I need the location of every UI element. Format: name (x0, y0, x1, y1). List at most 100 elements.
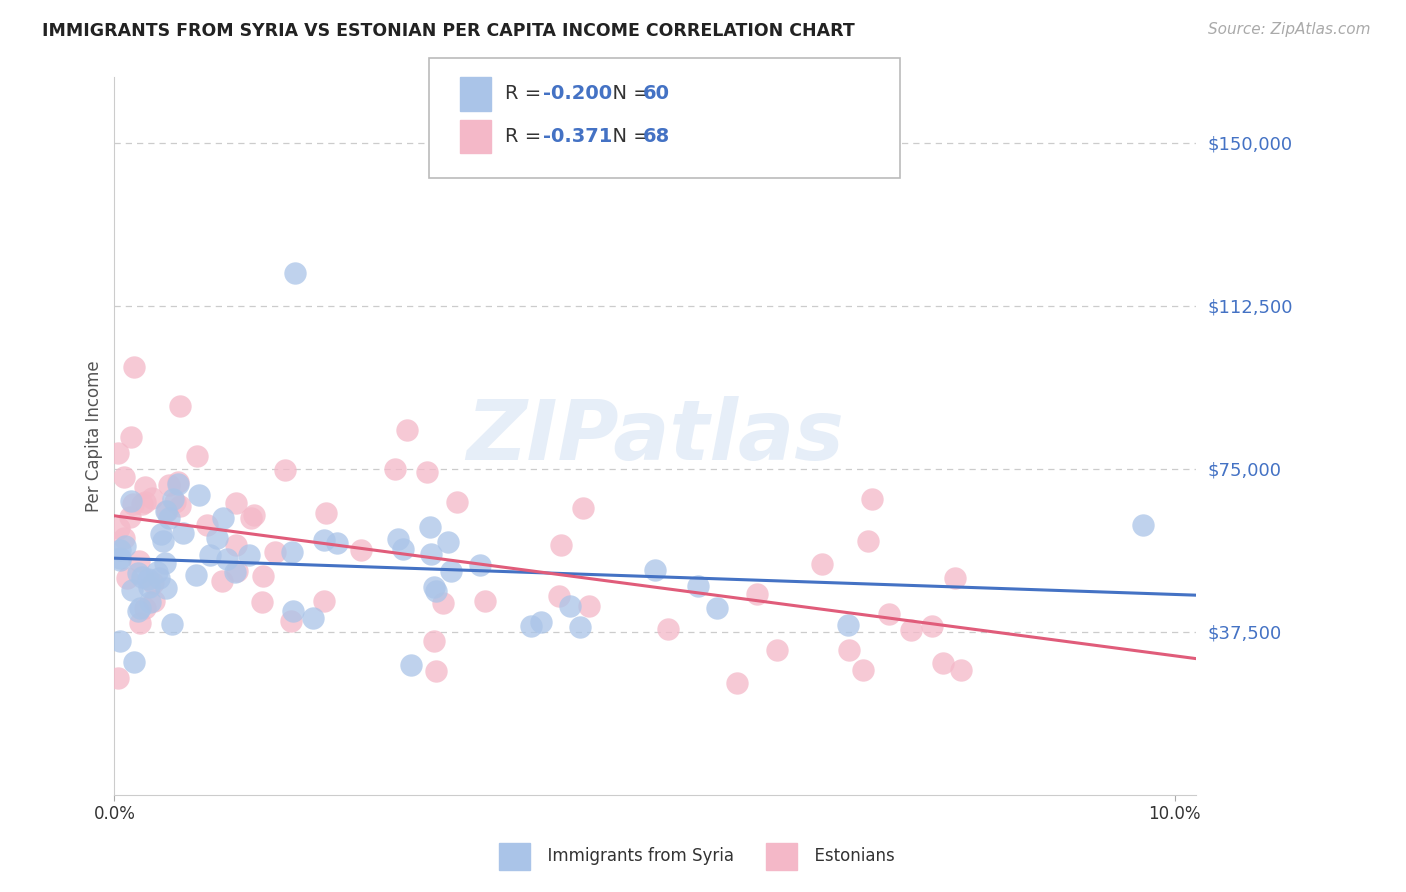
Point (172, 526, 194, 541)
Point (238, 548, 260, 562)
Point (432, 596, 454, 610)
Point (838, 642, 860, 657)
Text: R =: R = (505, 127, 547, 146)
Point (657, 622, 679, 636)
Point (921, 619, 943, 633)
Point (949, 663, 972, 677)
Point (312, 594, 335, 608)
Point (725, 675, 748, 690)
Point (391, 542, 413, 557)
Point (943, 571, 966, 585)
Point (440, 565, 463, 579)
Point (399, 658, 422, 673)
Point (932, 656, 955, 670)
Point (568, 620, 591, 634)
Point (107, 445, 129, 459)
Point (169, 399, 191, 413)
Point (163, 495, 186, 509)
Point (108, 634, 131, 648)
Point (187, 488, 209, 502)
Point (239, 511, 262, 525)
Point (157, 511, 180, 525)
Point (858, 533, 880, 548)
Point (243, 508, 266, 522)
Point (156, 504, 179, 518)
Point (110, 542, 132, 557)
Point (416, 465, 439, 479)
Point (425, 664, 447, 678)
Point (530, 615, 553, 629)
Point (349, 542, 371, 557)
Text: IMMIGRANTS FROM SYRIA VS ESTONIAN PER CAPITA INCOME CORRELATION CHART: IMMIGRANTS FROM SYRIA VS ESTONIAN PER CA… (42, 22, 855, 40)
Point (108, 553, 131, 567)
Point (146, 565, 169, 579)
Point (572, 501, 595, 516)
Point (134, 495, 156, 509)
Point (121, 583, 143, 598)
Text: N =: N = (600, 84, 657, 103)
Text: 68: 68 (643, 127, 669, 146)
Point (578, 599, 600, 613)
Text: N =: N = (600, 127, 657, 146)
Point (644, 563, 666, 577)
Point (837, 618, 859, 632)
Point (852, 664, 875, 678)
Text: 60: 60 (643, 84, 669, 103)
Point (139, 595, 162, 609)
Point (155, 503, 177, 517)
Point (198, 549, 221, 563)
Point (107, 671, 129, 685)
Point (169, 500, 191, 514)
Point (112, 470, 135, 484)
Point (195, 518, 218, 533)
Point (225, 496, 247, 510)
Point (136, 572, 159, 586)
Point (108, 521, 131, 535)
Point (138, 580, 160, 594)
Point (550, 537, 572, 551)
Point (134, 480, 156, 494)
Point (274, 462, 297, 476)
Point (117, 571, 139, 585)
Point (900, 623, 922, 637)
Point (423, 634, 446, 648)
Point (281, 544, 304, 558)
Point (281, 604, 304, 618)
Point (114, 531, 136, 545)
Text: Estonians: Estonians (804, 847, 896, 865)
Point (225, 538, 247, 552)
Point (129, 615, 152, 630)
Point (212, 511, 235, 525)
Point (252, 569, 274, 583)
Point (128, 601, 150, 615)
Point (114, 540, 136, 554)
Point (811, 557, 834, 571)
Point (250, 594, 273, 608)
Point (423, 580, 446, 594)
Point (120, 430, 142, 444)
Point (143, 593, 166, 607)
Point (312, 533, 335, 547)
Point (446, 495, 468, 509)
Point (166, 477, 188, 491)
Point (131, 496, 153, 510)
Point (162, 491, 184, 506)
Point (141, 491, 163, 505)
Point (263, 544, 285, 558)
Point (706, 601, 728, 615)
Point (150, 526, 173, 541)
Point (207, 531, 229, 545)
Y-axis label: Per Capita Income: Per Capita Income (86, 360, 103, 512)
Point (152, 533, 174, 548)
Point (153, 556, 176, 570)
Point (122, 497, 145, 511)
Point (131, 570, 153, 584)
Point (225, 564, 247, 578)
Point (745, 587, 768, 601)
Point (280, 614, 302, 628)
Point (160, 617, 183, 632)
Point (315, 506, 337, 520)
Point (211, 574, 233, 589)
Point (437, 535, 460, 549)
Point (118, 510, 141, 524)
